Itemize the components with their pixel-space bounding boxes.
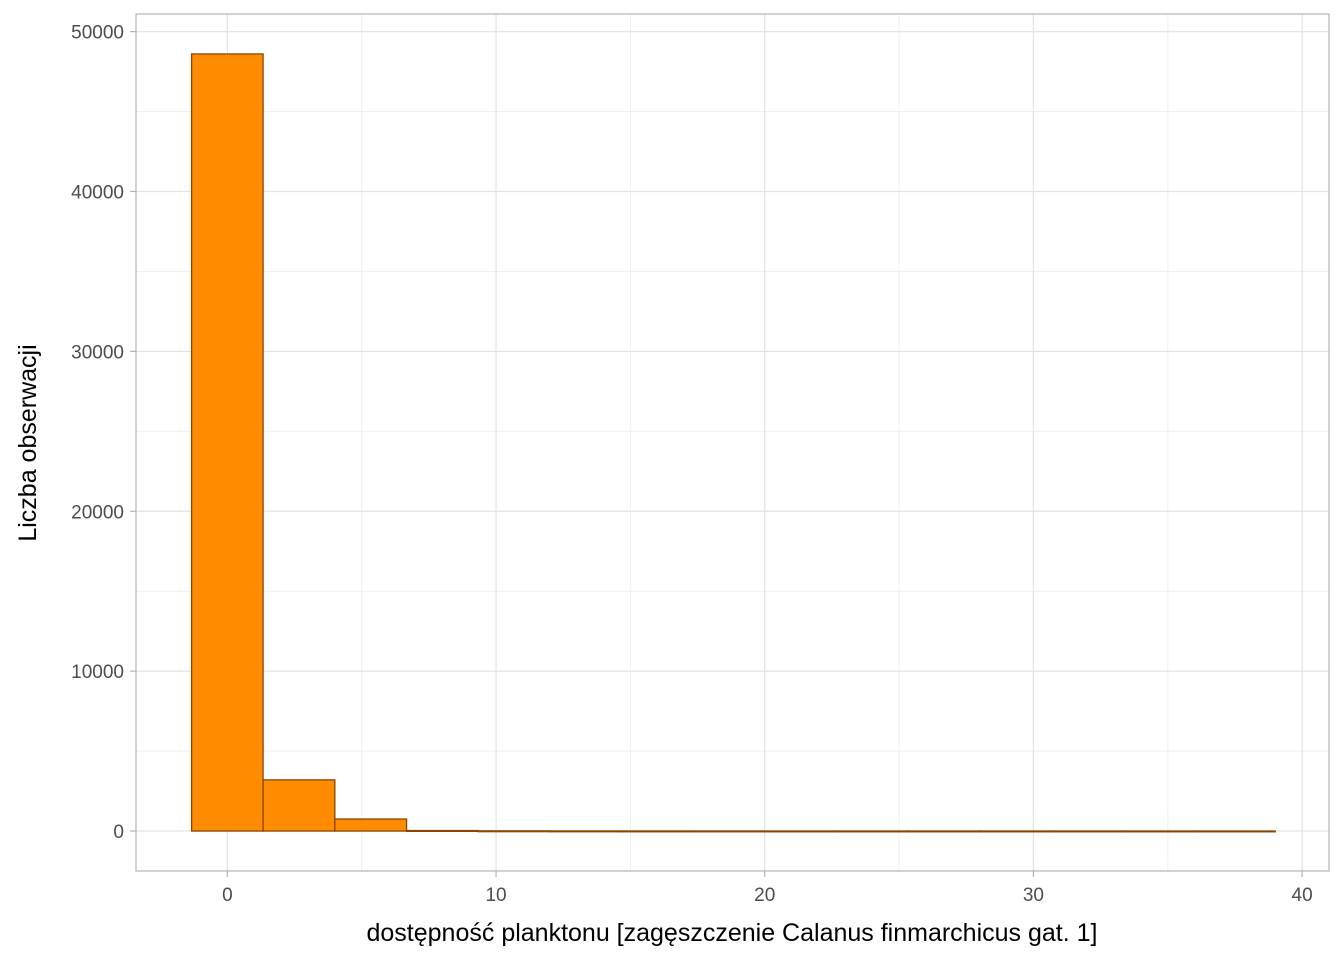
- histogram-bar: [549, 830, 623, 833]
- histogram-bar: [477, 830, 551, 833]
- histogram-bars: [190, 53, 1276, 833]
- histogram-bar: [1122, 830, 1196, 833]
- histogram-bar: [692, 830, 766, 833]
- x-tick-label: 40: [1292, 885, 1313, 906]
- y-tick-label: 50000: [71, 23, 124, 44]
- x-axis-title: dostępność planktonu [zagęszczenie Calan…: [367, 919, 1098, 947]
- y-axis-title: Liczba obserwacji: [14, 344, 42, 541]
- histogram-bar: [405, 829, 479, 832]
- histogram-bar: [764, 830, 838, 833]
- histogram-bar: [907, 830, 981, 833]
- histogram-bar: [334, 818, 408, 832]
- histogram-bar: [620, 830, 694, 833]
- panel-border: [135, 13, 1330, 872]
- x-tick-label: 0: [222, 885, 233, 906]
- y-tick-label: 10000: [71, 662, 124, 683]
- histogram-bar: [835, 830, 909, 833]
- histogram-bar: [190, 53, 264, 832]
- y-tick-label: 30000: [71, 342, 124, 363]
- histogram-bar: [262, 779, 336, 832]
- x-tick-label: 10: [485, 885, 506, 906]
- y-tick-label: 0: [113, 822, 124, 843]
- x-axis-ticks: 0 10 20 30 40: [222, 871, 1313, 906]
- x-tick-label: 20: [754, 885, 775, 906]
- histogram-bar: [1050, 830, 1124, 833]
- x-tick-label: 30: [1023, 885, 1044, 906]
- grid: [136, 14, 1329, 871]
- histogram-bar: [979, 830, 1053, 833]
- y-tick-label: 40000: [71, 182, 124, 203]
- y-tick-label: 20000: [71, 502, 124, 523]
- y-axis-ticks: 0 10000 20000 30000 40000 50000: [71, 23, 136, 843]
- histogram-bar: [1194, 830, 1276, 833]
